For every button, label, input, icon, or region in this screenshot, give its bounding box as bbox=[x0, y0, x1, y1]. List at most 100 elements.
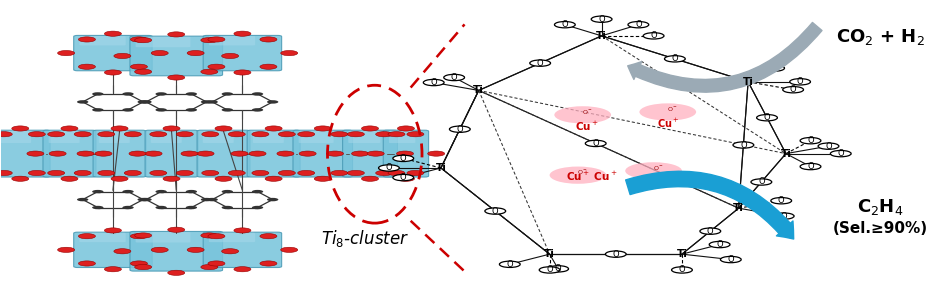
Circle shape bbox=[201, 69, 218, 74]
Text: Cu$^+$: Cu$^+$ bbox=[657, 117, 679, 130]
Circle shape bbox=[152, 50, 168, 56]
Circle shape bbox=[484, 208, 505, 214]
FancyBboxPatch shape bbox=[247, 130, 301, 177]
Circle shape bbox=[79, 37, 96, 42]
Text: Ti: Ti bbox=[544, 249, 556, 259]
Circle shape bbox=[298, 171, 315, 175]
Circle shape bbox=[155, 92, 167, 96]
Circle shape bbox=[252, 206, 264, 209]
Circle shape bbox=[168, 32, 185, 37]
Circle shape bbox=[135, 69, 152, 74]
Circle shape bbox=[137, 100, 149, 104]
Circle shape bbox=[331, 171, 348, 175]
Text: O: O bbox=[825, 142, 831, 151]
Circle shape bbox=[181, 151, 198, 156]
Circle shape bbox=[215, 176, 232, 181]
Text: O: O bbox=[537, 59, 543, 68]
FancyBboxPatch shape bbox=[136, 232, 191, 242]
Circle shape bbox=[201, 38, 218, 43]
Circle shape bbox=[111, 176, 128, 181]
FancyBboxPatch shape bbox=[74, 232, 152, 267]
Circle shape bbox=[252, 171, 269, 175]
FancyBboxPatch shape bbox=[299, 131, 334, 143]
Text: O: O bbox=[790, 85, 796, 94]
Text: O: O bbox=[807, 136, 813, 145]
Circle shape bbox=[0, 171, 12, 175]
Circle shape bbox=[74, 132, 91, 137]
Circle shape bbox=[555, 21, 575, 28]
Circle shape bbox=[61, 176, 78, 181]
Circle shape bbox=[428, 151, 445, 156]
Circle shape bbox=[279, 132, 296, 137]
Circle shape bbox=[131, 64, 148, 69]
FancyBboxPatch shape bbox=[130, 36, 223, 76]
Circle shape bbox=[252, 92, 264, 96]
Circle shape bbox=[764, 65, 785, 71]
Circle shape bbox=[298, 132, 315, 137]
Circle shape bbox=[361, 176, 378, 181]
Text: O: O bbox=[796, 77, 803, 86]
Circle shape bbox=[790, 79, 811, 85]
Circle shape bbox=[150, 132, 167, 137]
Circle shape bbox=[135, 264, 152, 270]
Text: O: O bbox=[707, 227, 714, 236]
Circle shape bbox=[122, 108, 134, 112]
Circle shape bbox=[137, 198, 149, 201]
Circle shape bbox=[626, 162, 682, 180]
Circle shape bbox=[757, 115, 777, 121]
Text: O: O bbox=[771, 64, 777, 72]
Circle shape bbox=[228, 132, 246, 137]
FancyBboxPatch shape bbox=[209, 36, 255, 46]
Circle shape bbox=[267, 198, 279, 201]
Circle shape bbox=[140, 198, 152, 201]
FancyBboxPatch shape bbox=[253, 131, 283, 143]
Circle shape bbox=[92, 206, 103, 209]
Circle shape bbox=[252, 108, 264, 112]
Circle shape bbox=[671, 267, 692, 273]
Circle shape bbox=[347, 171, 364, 175]
Circle shape bbox=[234, 267, 251, 272]
Circle shape bbox=[222, 190, 233, 193]
Circle shape bbox=[222, 108, 233, 112]
FancyBboxPatch shape bbox=[93, 130, 146, 177]
FancyBboxPatch shape bbox=[80, 36, 126, 46]
Text: Ti: Ti bbox=[780, 148, 792, 159]
Circle shape bbox=[267, 100, 279, 104]
Circle shape bbox=[500, 261, 520, 267]
Circle shape bbox=[774, 213, 794, 219]
Circle shape bbox=[550, 166, 607, 184]
Circle shape bbox=[388, 171, 405, 175]
Circle shape bbox=[176, 171, 193, 175]
Circle shape bbox=[375, 132, 392, 137]
Text: O: O bbox=[740, 140, 747, 150]
Circle shape bbox=[79, 261, 96, 266]
Circle shape bbox=[265, 176, 283, 181]
Text: O: O bbox=[650, 31, 657, 40]
Circle shape bbox=[202, 171, 219, 175]
Circle shape bbox=[98, 171, 115, 175]
FancyArrowPatch shape bbox=[628, 22, 822, 92]
Circle shape bbox=[407, 132, 424, 137]
Circle shape bbox=[0, 132, 12, 137]
Circle shape bbox=[800, 163, 821, 170]
Circle shape bbox=[27, 151, 44, 156]
Circle shape bbox=[11, 126, 28, 131]
Circle shape bbox=[375, 171, 392, 175]
Text: O: O bbox=[506, 260, 513, 269]
Circle shape bbox=[155, 190, 167, 193]
Circle shape bbox=[145, 151, 162, 156]
Circle shape bbox=[449, 126, 470, 132]
FancyBboxPatch shape bbox=[99, 131, 130, 143]
Text: O: O bbox=[546, 265, 553, 274]
Circle shape bbox=[11, 176, 28, 181]
Text: O: O bbox=[592, 139, 599, 148]
Text: (Sel.≥90%): (Sel.≥90%) bbox=[833, 221, 928, 236]
Text: O: O bbox=[807, 162, 813, 171]
Circle shape bbox=[643, 33, 664, 39]
Circle shape bbox=[58, 247, 75, 252]
Text: Ti: Ti bbox=[733, 203, 744, 213]
Text: Ti: Ti bbox=[677, 249, 687, 259]
Circle shape bbox=[407, 171, 424, 175]
Text: O: O bbox=[598, 15, 605, 24]
Circle shape bbox=[186, 190, 197, 193]
